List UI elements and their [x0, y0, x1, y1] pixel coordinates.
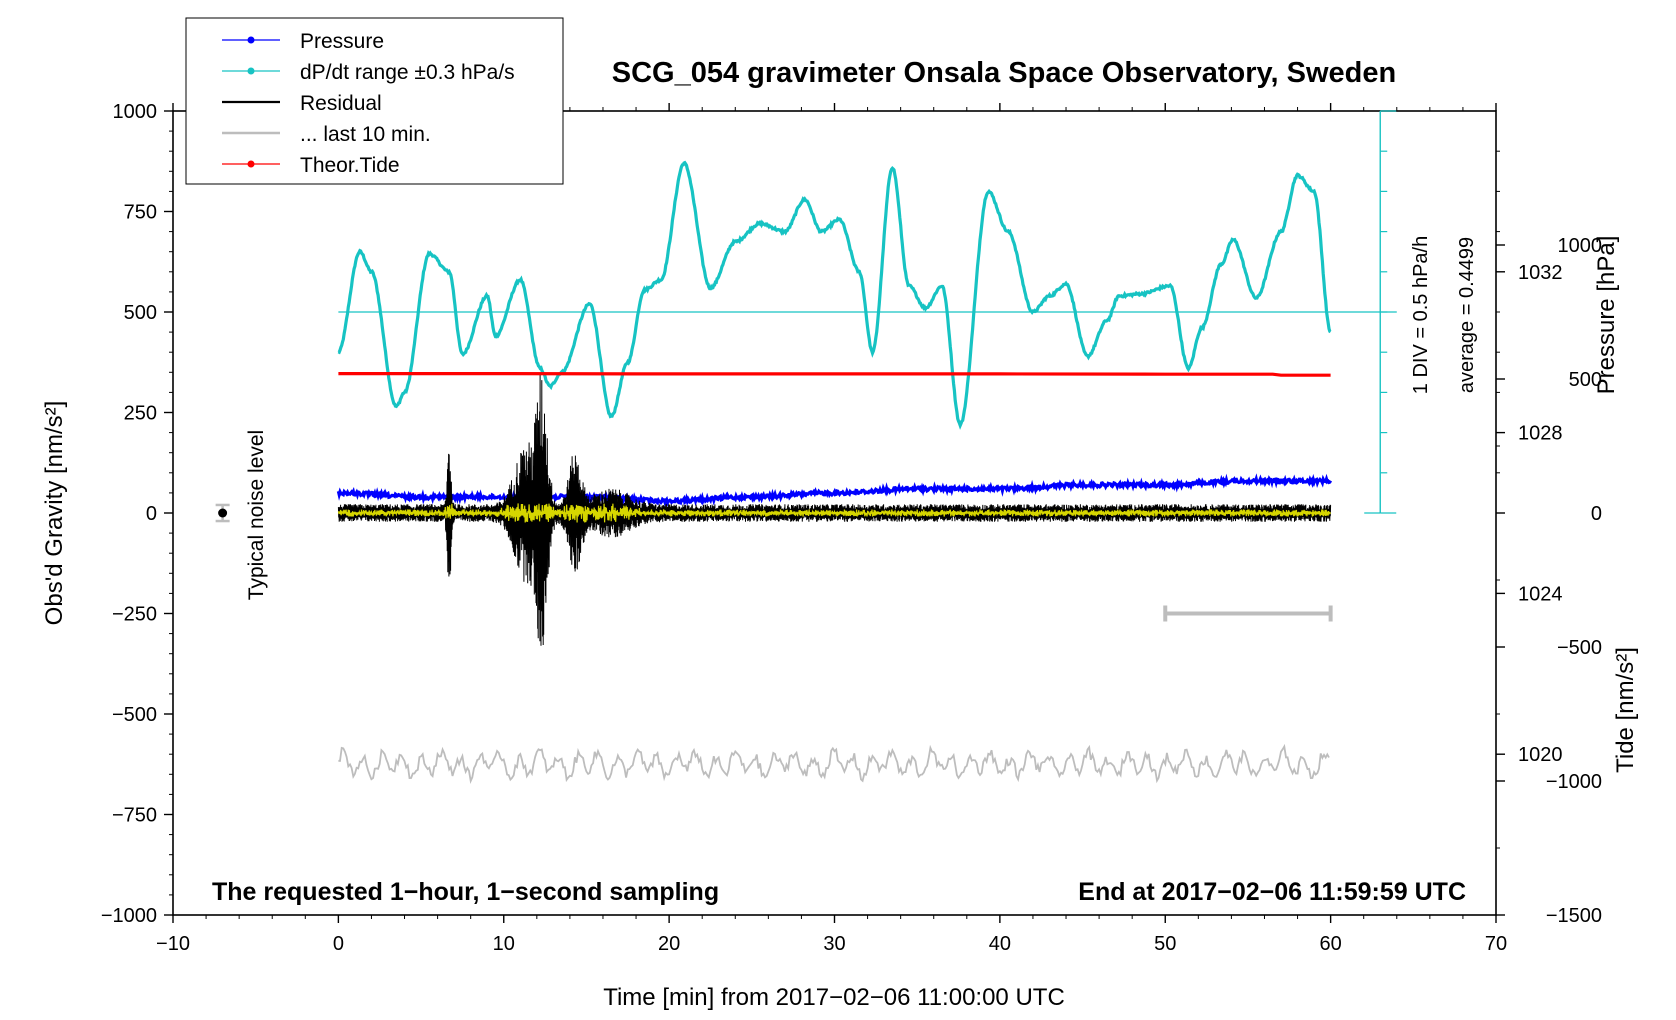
y-tick-label: −250	[112, 604, 157, 626]
noise-level-label: Typical noise level	[245, 430, 268, 600]
y-tick-label: −750	[112, 805, 157, 827]
tide-tick-label: −500	[1557, 637, 1602, 659]
x-tick-label: 40	[989, 933, 1011, 955]
x-tick-label: 20	[658, 933, 680, 955]
sampling-annotation: The requested 1−hour, 1−second sampling	[212, 878, 719, 906]
tide-series	[338, 372, 1331, 377]
tide-tick-label: 1000	[1558, 235, 1603, 257]
tide-line	[338, 372, 1331, 377]
dpdt-scale	[338, 110, 1397, 514]
pressure-tick-label: 1032	[1518, 262, 1563, 284]
dpdt-line	[337, 160, 1332, 430]
residual-filtered-line	[337, 503, 1332, 523]
y-tick-label: 1000	[113, 101, 158, 123]
legend-label-tide: Theor.Tide	[300, 154, 400, 177]
x-tick-label: −10	[156, 933, 190, 955]
tide-tick-label: −1500	[1546, 905, 1602, 927]
x-tick-label: 10	[493, 933, 515, 955]
y-tick-label: 0	[146, 503, 157, 525]
residual-series	[337, 373, 1332, 646]
y-tick-label: 750	[124, 202, 157, 224]
x-axis-label: Time [min] from 2017−02−06 11:00:00 UTC	[603, 984, 1065, 1011]
pressure-axis-label: Pressure [hPa]	[1593, 236, 1620, 395]
legend-label-residual: Residual	[300, 92, 382, 115]
legend-marker-pressure	[247, 36, 255, 44]
x-tick-label: 0	[333, 933, 344, 955]
y-tick-label: −500	[112, 704, 157, 726]
residual-line	[337, 373, 1332, 646]
tide-tick-label: 500	[1569, 369, 1602, 391]
legend-label-last10: ... last 10 min.	[300, 123, 431, 146]
markers	[215, 503, 1333, 622]
tide-tick-label: −1000	[1546, 771, 1602, 793]
axis-ticks: −10 0 10 20 30 40 50 60 7010007505002500−250−500…	[101, 101, 1602, 955]
pressure-tick-label: 1024	[1518, 583, 1563, 605]
pressure-line	[336, 473, 1333, 508]
y-tick-label: 500	[124, 302, 157, 324]
tide-axis-label: Tide [nm/s²]	[1612, 647, 1639, 773]
pressure-tick-label: 1028	[1518, 423, 1563, 445]
dpdt-div-label: 1 DIV = 0.5 hPa/h	[1410, 236, 1432, 394]
chart-title: SCG_054 gravimeter Onsala Space Observat…	[612, 57, 1396, 89]
x-tick-label: 50	[1154, 933, 1176, 955]
last-10-min-series	[338, 743, 1330, 784]
legend-marker-tide	[247, 160, 255, 168]
dpdt-series	[337, 160, 1332, 430]
pressure-tick-label: 1020	[1518, 744, 1563, 766]
y-tick-label: 250	[124, 403, 157, 425]
dpdt-average-label: average = 0.4499	[1456, 237, 1478, 393]
legend: Pressure dP/dt range ±0.3 hPa/s Residual…	[185, 17, 564, 185]
last-10-min-line	[338, 743, 1330, 784]
legend-marker-dpdt	[247, 67, 255, 75]
noise-marker	[218, 508, 228, 518]
y-tick-label: −1000	[101, 905, 157, 927]
x-tick-label: 60	[1320, 933, 1342, 955]
x-tick-label: 30	[823, 933, 845, 955]
legend-label-dpdt: dP/dt range ±0.3 hPa/s	[300, 61, 515, 84]
end-time-annotation: End at 2017−02−06 11:59:59 UTC	[1078, 878, 1466, 906]
legend-label-pressure: Pressure	[300, 30, 384, 53]
pressure-series	[336, 473, 1333, 508]
x-tick-label: 70	[1485, 933, 1507, 955]
y-axis-label: Obs'd Gravity [nm/s²]	[41, 401, 68, 626]
tide-tick-label: 0	[1591, 503, 1602, 525]
